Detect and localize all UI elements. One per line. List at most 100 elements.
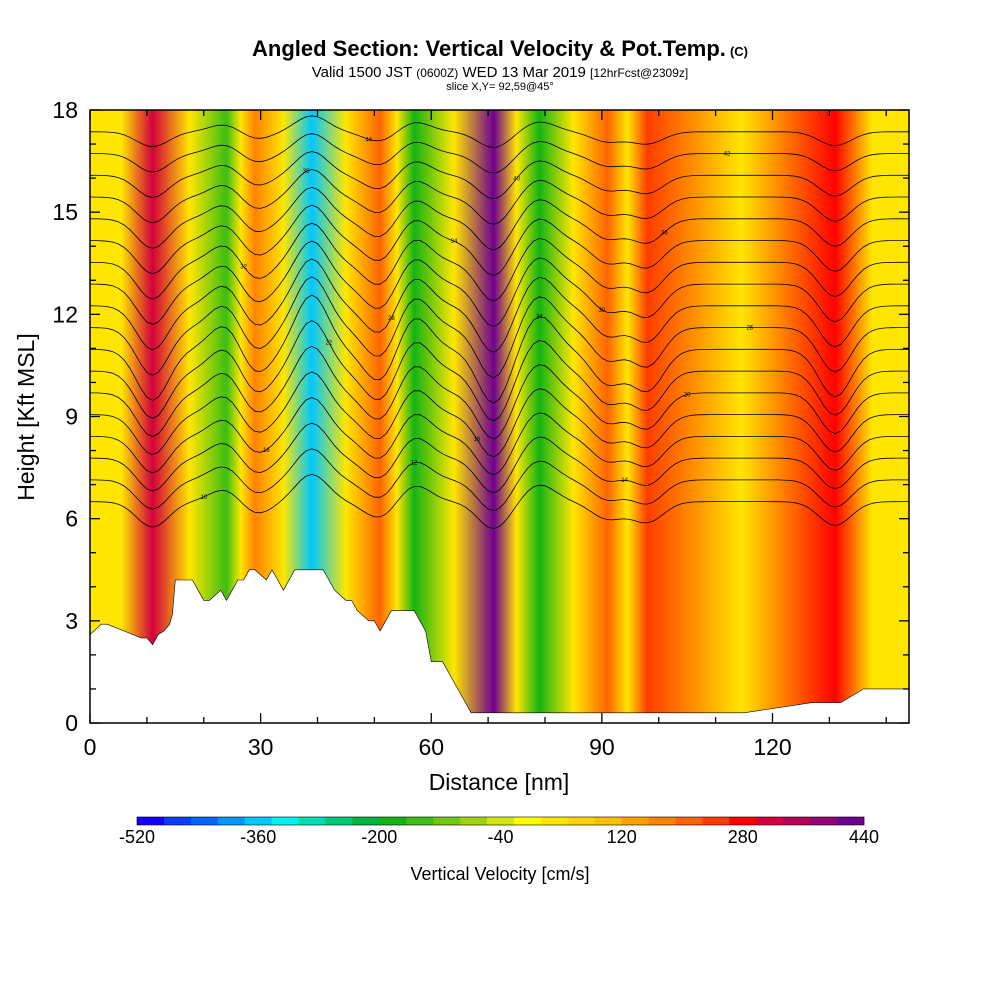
colorbar-swatch [621, 817, 649, 825]
contour-label: 28 [388, 316, 395, 322]
contour-label: 22 [326, 341, 333, 347]
x-tick-label: 120 [753, 734, 791, 760]
contour-label: 42 [724, 152, 731, 158]
contour-label: 38 [303, 169, 310, 175]
contour-label: 26 [746, 326, 753, 332]
colorbar-swatch [567, 817, 596, 825]
colorbar-swatch [325, 817, 353, 825]
y-tick-label: 18 [52, 97, 78, 123]
y-axis-label: Height [Kft MSL] [13, 333, 39, 500]
contour-line [90, 371, 909, 458]
contour-label: 12 [411, 461, 418, 467]
contour-label: 18 [473, 437, 480, 443]
colorbar-swatch [675, 817, 703, 825]
x-tick-label: 60 [418, 734, 444, 760]
x-tick-label: 90 [589, 734, 615, 760]
colorbar [136, 816, 865, 826]
contour-line [90, 473, 909, 530]
colorbar-tick-labels: -520 -360 -200 -40 120 280 440 [119, 827, 879, 847]
contour-label: 20 [684, 393, 691, 399]
x-axis: 0 30 60 90 120 [84, 110, 887, 760]
colorbar-swatch [540, 817, 569, 825]
colorbar-tick-label: -200 [361, 827, 397, 847]
terrain-mask [90, 569, 909, 723]
contour-label: 44 [365, 137, 372, 143]
colorbar-tick-label: -360 [240, 827, 276, 847]
colorbar-swatch [190, 817, 219, 825]
contour-line [90, 151, 909, 200]
chart-title-text: Angled Section: Vertical Velocity & Pot.… [252, 36, 726, 61]
plot-area: 10 12 14 16 18 20 22 24 26 28 30 32 34 36 38 40 42 44 [90, 110, 909, 723]
contour-label: 40 [513, 177, 520, 183]
contour-line [90, 133, 909, 174]
contour-line [90, 204, 909, 276]
colorbar-swatch [513, 817, 542, 825]
chart-title-unit: (C) [729, 44, 748, 59]
colorbar-swatch [137, 817, 165, 825]
y-tick-label: 6 [65, 506, 78, 532]
valid-utc: (0600Z) [416, 66, 459, 80]
contour-label: 24 [536, 314, 543, 320]
y-axis: 0 3 6 9 12 15 18 [52, 97, 909, 736]
contour-line [90, 294, 909, 404]
contour-label: 10 [200, 495, 207, 501]
colorbar-swatch [271, 817, 299, 825]
colorbar-swatch [810, 817, 838, 825]
colorbar-tick-label: -520 [119, 827, 155, 847]
colorbar-swatch [163, 817, 192, 825]
contour-line [90, 320, 909, 422]
contour-line [90, 222, 909, 302]
contour-line [90, 115, 909, 149]
colorbar-swatch [729, 817, 757, 825]
contour-line [90, 240, 909, 328]
contour-line [90, 186, 909, 251]
contour-line [90, 448, 909, 512]
valid-suffix: WED 13 Mar 2019 [462, 64, 586, 81]
chart-subtitle: Valid 1500 JST (0600Z) WED 13 Mar 2019 [… [0, 65, 1000, 81]
slice-info: slice X,Y= 92,59@45° [446, 81, 554, 93]
colorbar-swatch [244, 817, 272, 825]
colorbar-swatch [217, 817, 246, 825]
colorbar-swatch [487, 817, 515, 825]
colorbar-swatch [783, 817, 811, 825]
contour-label: 32 [240, 264, 247, 270]
colorbar-tick-label: 120 [607, 827, 637, 847]
colorbar-tick-label: 280 [728, 827, 758, 847]
contour-line [90, 276, 909, 379]
contour-line [90, 397, 909, 476]
pot-temp-contours: 10 12 14 16 18 20 22 24 26 28 30 32 34 36 38 40 42 44 [90, 115, 909, 530]
contour-label: 16 [263, 448, 270, 454]
contour-label: 14 [621, 478, 628, 484]
contour-line [90, 169, 909, 225]
y-tick-label: 9 [65, 404, 78, 430]
y-tick-label: 3 [65, 608, 78, 634]
title-block: Angled Section: Vertical Velocity & Pot.… [0, 36, 1000, 93]
colorbar-swatch [433, 817, 461, 825]
x-tick-label: 0 [84, 734, 97, 760]
y-tick-label: 15 [52, 199, 78, 225]
colorbar-tick-label: -40 [487, 827, 513, 847]
colorbar-swatch [702, 817, 730, 825]
y-tick-label: 12 [52, 301, 78, 327]
contour-line [90, 422, 909, 494]
contour-line [90, 258, 909, 353]
colorbar-swatch [460, 817, 488, 825]
colorbar-label: Vertical Velocity [cm/s] [410, 864, 589, 884]
colorbar-swatch [406, 817, 434, 825]
colorbar-swatch [648, 817, 676, 825]
colorbar-swatch [594, 817, 622, 825]
contour-label: 30 [599, 308, 606, 314]
chart-title: Angled Section: Vertical Velocity & Pot.… [0, 36, 1000, 65]
colorbar-frame [136, 816, 865, 826]
valid-prefix: Valid 1500 JST [311, 64, 413, 81]
y-tick-label: 0 [65, 710, 78, 736]
colorbar-swatch [756, 817, 784, 825]
contour-label: 34 [451, 239, 458, 245]
x-tick-label: 30 [248, 734, 274, 760]
colorbar-swatch [837, 817, 865, 825]
forecast-info: [12hrFcst@2309z] [590, 66, 689, 80]
colorbar-swatch [352, 817, 380, 825]
colorbar-swatch [298, 817, 326, 825]
colorbar-swatch [379, 817, 407, 825]
